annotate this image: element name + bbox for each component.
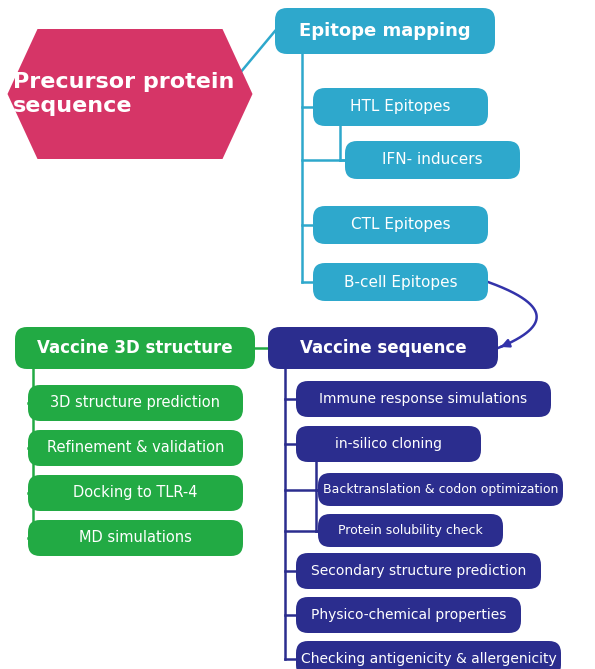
FancyBboxPatch shape	[296, 641, 561, 669]
FancyBboxPatch shape	[28, 520, 243, 556]
FancyBboxPatch shape	[268, 327, 498, 369]
Polygon shape	[8, 29, 252, 159]
FancyBboxPatch shape	[275, 8, 495, 54]
Text: MD simulations: MD simulations	[79, 531, 192, 545]
Text: Docking to TLR-4: Docking to TLR-4	[73, 486, 198, 500]
FancyBboxPatch shape	[296, 426, 481, 462]
FancyBboxPatch shape	[28, 475, 243, 511]
FancyBboxPatch shape	[345, 141, 520, 179]
FancyBboxPatch shape	[28, 385, 243, 421]
Text: Vaccine 3D structure: Vaccine 3D structure	[37, 339, 233, 357]
Text: Protein solubility check: Protein solubility check	[338, 524, 483, 537]
Text: Physico-chemical properties: Physico-chemical properties	[311, 608, 506, 622]
Text: B-cell Epitopes: B-cell Epitopes	[344, 274, 458, 290]
FancyBboxPatch shape	[318, 514, 503, 547]
FancyBboxPatch shape	[28, 430, 243, 466]
FancyBboxPatch shape	[313, 206, 488, 244]
FancyBboxPatch shape	[296, 597, 521, 633]
Text: Checking antigenicity & allergenicity: Checking antigenicity & allergenicity	[300, 652, 556, 666]
Text: in-silico cloning: in-silico cloning	[335, 437, 442, 451]
Text: Immune response simulations: Immune response simulations	[320, 392, 528, 406]
Text: Refinement & validation: Refinement & validation	[47, 440, 224, 456]
FancyBboxPatch shape	[318, 473, 563, 506]
Text: Backtranslation & codon optimization: Backtranslation & codon optimization	[323, 483, 558, 496]
Text: Epitope mapping: Epitope mapping	[299, 22, 471, 40]
FancyBboxPatch shape	[313, 88, 488, 126]
FancyBboxPatch shape	[313, 263, 488, 301]
FancyBboxPatch shape	[15, 327, 255, 369]
FancyBboxPatch shape	[296, 553, 541, 589]
Text: HTL Epitopes: HTL Epitopes	[350, 100, 451, 114]
Text: 3D structure prediction: 3D structure prediction	[51, 395, 221, 411]
Text: IFN- inducers: IFN- inducers	[382, 153, 483, 167]
Text: CTL Epitopes: CTL Epitopes	[350, 217, 450, 233]
FancyBboxPatch shape	[296, 381, 551, 417]
Text: Secondary structure prediction: Secondary structure prediction	[311, 564, 526, 578]
Text: Vaccine sequence: Vaccine sequence	[300, 339, 466, 357]
Text: Precursor protein
sequence: Precursor protein sequence	[13, 72, 234, 116]
